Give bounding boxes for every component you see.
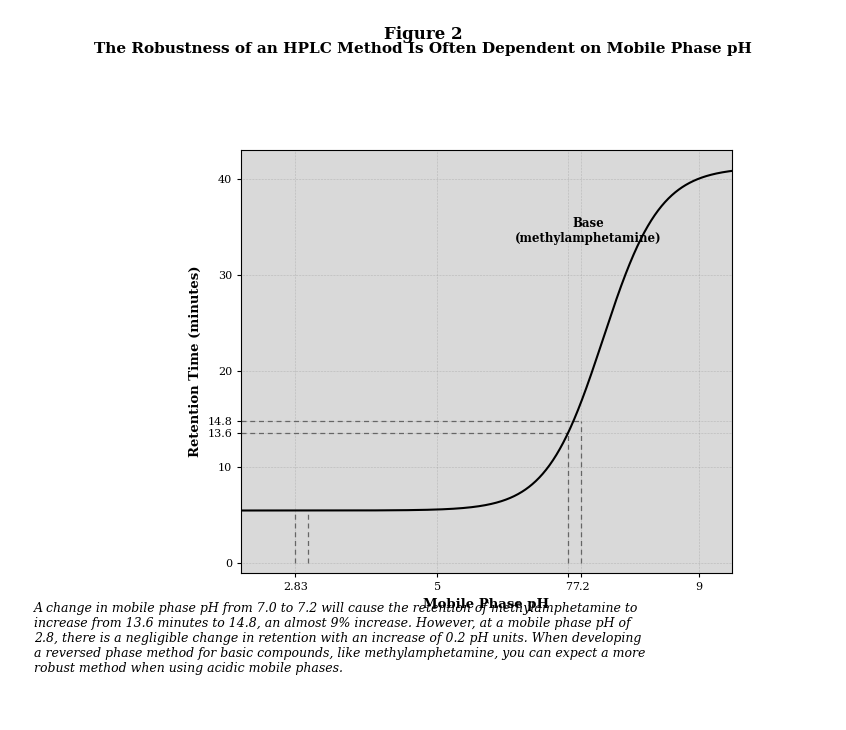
Text: Base
(methylamphetamine): Base (methylamphetamine) bbox=[514, 217, 662, 245]
Text: The Robustness of an HPLC Method Is Often Dependent on Mobile Phase pH: The Robustness of an HPLC Method Is Ofte… bbox=[94, 42, 752, 56]
Y-axis label: Retention Time (minutes): Retention Time (minutes) bbox=[189, 266, 201, 457]
X-axis label: Mobile Phase pH: Mobile Phase pH bbox=[423, 598, 550, 610]
Text: A change in mobile phase pH from 7.0 to 7.2 will cause the retention of methylam: A change in mobile phase pH from 7.0 to … bbox=[34, 602, 645, 675]
Text: Figure 2: Figure 2 bbox=[384, 26, 462, 42]
